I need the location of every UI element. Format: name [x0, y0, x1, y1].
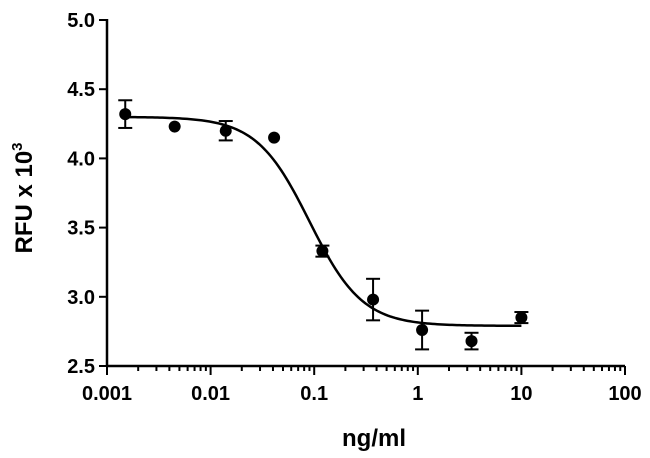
x-tick-label: 10 [510, 383, 532, 405]
data-point [416, 324, 429, 337]
y-tick-label: 5.0 [67, 10, 95, 32]
y-tick-label: 4.0 [67, 148, 95, 170]
x-tick-label: 0.001 [82, 383, 132, 405]
data-point [465, 335, 478, 348]
x-tick-label: 0.1 [300, 383, 328, 405]
ticks-layer: 2.5 3.0 3.5 4.0 4.5 5.0 0.001 0.01 0.1 1 10 100 [67, 10, 642, 405]
y-tick-label: 2.5 [67, 356, 95, 378]
data-point [515, 311, 528, 324]
data-point [119, 108, 132, 121]
fit-curve [125, 115, 522, 328]
data-point [367, 293, 380, 306]
data-point [268, 131, 281, 144]
data-point [219, 124, 232, 137]
x-tick-label: 100 [608, 383, 641, 405]
x-tick-label: 1 [412, 383, 423, 405]
y-axis-label: RFU x 103 [9, 142, 38, 253]
y-axis-label-exponent: 3 [9, 142, 26, 150]
data-points [118, 99, 529, 351]
data-point [168, 120, 181, 133]
y-tick-label: 3.0 [67, 287, 95, 309]
y-tick-label: 4.5 [67, 79, 95, 101]
x-tick-label: 0.01 [191, 383, 230, 405]
y-axis-label-main: RFU x 10 [11, 151, 38, 254]
y-tick-label: 3.5 [67, 218, 95, 240]
data-point [316, 245, 329, 258]
x-axis-label: ng/ml [342, 425, 406, 452]
